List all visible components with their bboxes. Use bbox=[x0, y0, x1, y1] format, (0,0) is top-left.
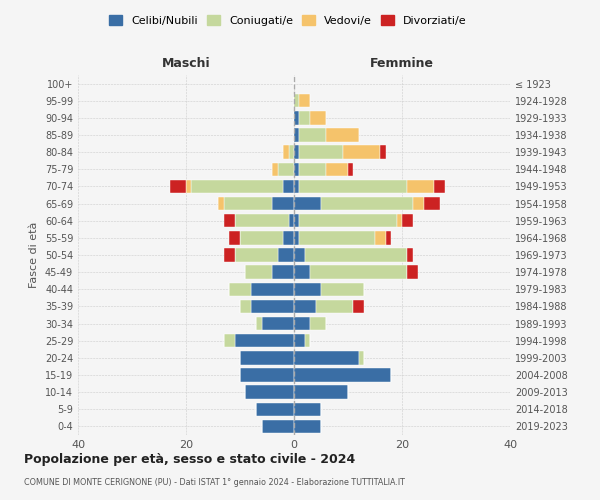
Bar bbox=[240, 368, 294, 382]
Bar bbox=[321, 197, 413, 210]
Bar bbox=[235, 248, 278, 262]
Bar bbox=[289, 214, 294, 228]
Bar bbox=[256, 317, 262, 330]
Text: Maschi: Maschi bbox=[161, 57, 211, 70]
Bar bbox=[229, 282, 251, 296]
Bar bbox=[256, 402, 294, 416]
Bar bbox=[326, 128, 359, 141]
Bar bbox=[251, 282, 294, 296]
Bar bbox=[240, 231, 283, 244]
Bar bbox=[316, 300, 353, 313]
Bar bbox=[407, 248, 413, 262]
Bar bbox=[294, 368, 391, 382]
Bar bbox=[294, 180, 299, 193]
Bar bbox=[294, 420, 321, 433]
Bar bbox=[245, 386, 294, 399]
Bar bbox=[224, 197, 272, 210]
Bar bbox=[299, 180, 407, 193]
Bar bbox=[397, 214, 402, 228]
Bar bbox=[402, 214, 413, 228]
Bar bbox=[294, 162, 299, 176]
Bar bbox=[294, 282, 321, 296]
Bar bbox=[407, 266, 418, 279]
Bar bbox=[283, 180, 294, 193]
Text: Femmine: Femmine bbox=[370, 57, 434, 70]
Bar bbox=[386, 231, 391, 244]
Bar bbox=[224, 248, 235, 262]
Bar bbox=[224, 334, 235, 347]
Bar bbox=[310, 111, 326, 124]
Bar bbox=[294, 402, 321, 416]
Bar bbox=[305, 248, 407, 262]
Bar bbox=[224, 214, 235, 228]
Bar bbox=[240, 351, 294, 364]
Bar bbox=[191, 180, 283, 193]
Bar bbox=[229, 231, 240, 244]
Bar bbox=[359, 351, 364, 364]
Bar bbox=[424, 197, 440, 210]
Bar bbox=[310, 317, 326, 330]
Bar bbox=[283, 146, 289, 159]
Bar bbox=[283, 231, 294, 244]
Bar bbox=[299, 94, 310, 108]
Bar bbox=[251, 300, 294, 313]
Bar bbox=[353, 300, 364, 313]
Bar bbox=[321, 282, 364, 296]
Bar bbox=[343, 146, 380, 159]
Bar bbox=[294, 300, 316, 313]
Bar bbox=[218, 197, 224, 210]
Bar bbox=[235, 214, 289, 228]
Bar bbox=[278, 162, 294, 176]
Bar bbox=[294, 317, 310, 330]
Bar bbox=[294, 334, 305, 347]
Bar bbox=[278, 248, 294, 262]
Bar bbox=[294, 111, 299, 124]
Bar bbox=[299, 162, 326, 176]
Bar bbox=[294, 351, 359, 364]
Bar bbox=[294, 94, 299, 108]
Bar bbox=[380, 146, 386, 159]
Bar bbox=[348, 162, 353, 176]
Text: Popolazione per età, sesso e stato civile - 2024: Popolazione per età, sesso e stato civil… bbox=[24, 452, 355, 466]
Bar bbox=[186, 180, 191, 193]
Bar bbox=[294, 231, 299, 244]
Bar bbox=[299, 111, 310, 124]
Y-axis label: Fasce di età: Fasce di età bbox=[29, 222, 39, 288]
Bar bbox=[170, 180, 186, 193]
Bar bbox=[407, 180, 434, 193]
Bar bbox=[305, 334, 310, 347]
Bar bbox=[294, 248, 305, 262]
Bar bbox=[326, 162, 348, 176]
Bar bbox=[294, 146, 299, 159]
Bar bbox=[294, 386, 348, 399]
Bar bbox=[294, 128, 299, 141]
Bar bbox=[272, 266, 294, 279]
Bar bbox=[294, 214, 299, 228]
Bar bbox=[294, 197, 321, 210]
Bar bbox=[299, 214, 397, 228]
Bar bbox=[262, 420, 294, 433]
Text: COMUNE DI MONTE CERIGNONE (PU) - Dati ISTAT 1° gennaio 2024 - Elaborazione TUTTI: COMUNE DI MONTE CERIGNONE (PU) - Dati IS… bbox=[24, 478, 405, 487]
Bar bbox=[272, 162, 278, 176]
Bar bbox=[245, 266, 272, 279]
Bar bbox=[299, 128, 326, 141]
Bar bbox=[434, 180, 445, 193]
Bar bbox=[240, 300, 251, 313]
Bar bbox=[235, 334, 294, 347]
Bar bbox=[375, 231, 386, 244]
Bar bbox=[262, 317, 294, 330]
Bar bbox=[289, 146, 294, 159]
Bar bbox=[299, 231, 375, 244]
Bar bbox=[299, 146, 343, 159]
Legend: Celibi/Nubili, Coniugati/e, Vedovi/e, Divorziati/e: Celibi/Nubili, Coniugati/e, Vedovi/e, Di… bbox=[105, 10, 471, 30]
Bar bbox=[310, 266, 407, 279]
Bar bbox=[272, 197, 294, 210]
Bar bbox=[413, 197, 424, 210]
Bar bbox=[294, 266, 310, 279]
